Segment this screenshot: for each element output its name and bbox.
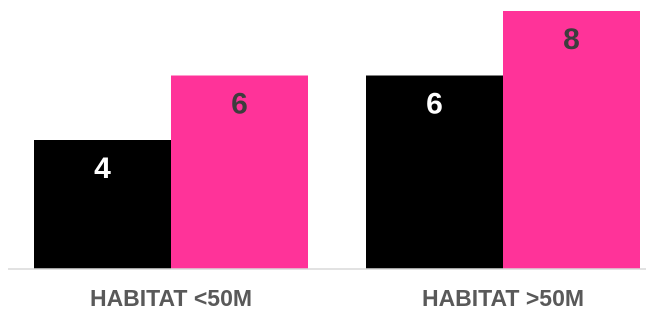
data-label-0-0: 4: [94, 152, 111, 185]
data-label-0-1: 6: [231, 88, 248, 121]
bars-layer: [34, 11, 640, 269]
bar-0-0: [34, 140, 171, 269]
category-label-0: HABITAT <50M: [90, 285, 252, 311]
bar-1-0: [366, 75, 503, 269]
bar-0-1: [171, 75, 308, 269]
bar-1-1: [503, 11, 640, 269]
labels-layer: 4 6 HABITAT <50M 6 8 HABITAT >50M: [90, 23, 584, 311]
data-label-1-0: 6: [426, 88, 443, 121]
category-label-1: HABITAT >50M: [422, 285, 584, 311]
data-label-1-1: 8: [563, 23, 580, 56]
